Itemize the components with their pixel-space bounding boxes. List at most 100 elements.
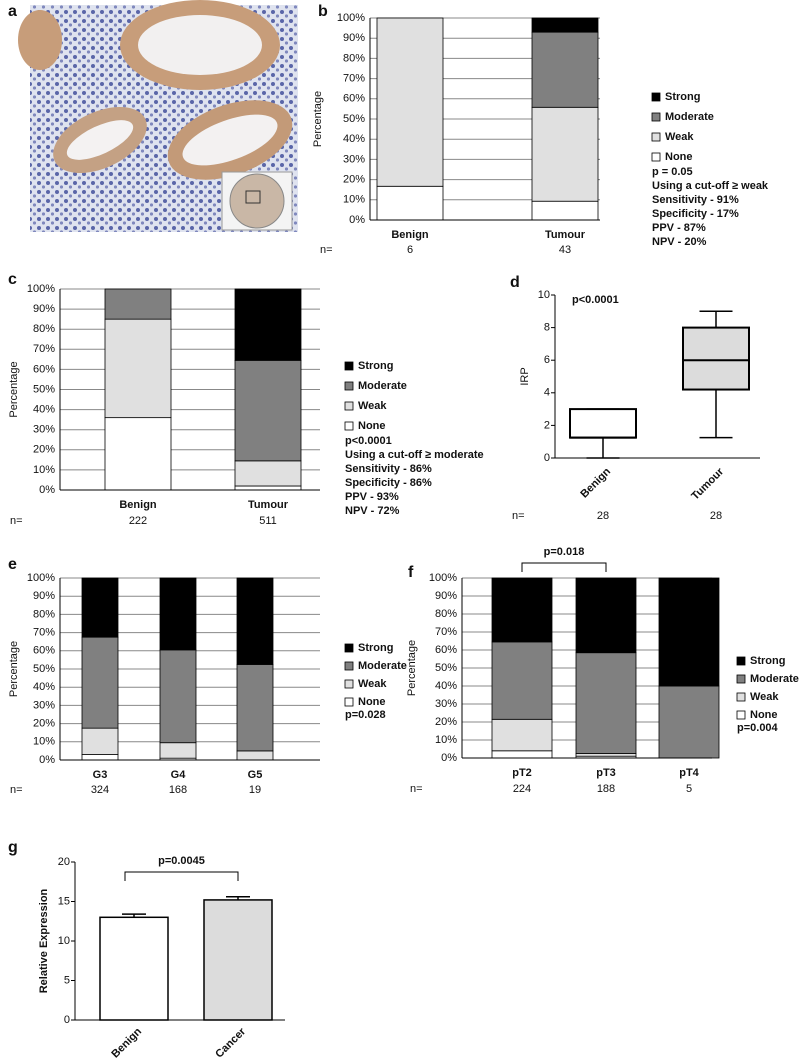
y-tick-label: 100% bbox=[429, 572, 457, 584]
legend-swatch bbox=[736, 710, 746, 720]
y-tick-label: 10% bbox=[33, 464, 55, 476]
legend-swatch bbox=[736, 656, 746, 666]
x-tick-label: Cancer bbox=[213, 1025, 248, 1060]
y-tick-label: 40% bbox=[33, 681, 55, 693]
bar-segment bbox=[236, 577, 274, 665]
n-label: n= bbox=[320, 244, 333, 256]
panel-label: a bbox=[8, 3, 17, 20]
y-tick-label: 40% bbox=[33, 404, 55, 416]
bar-segment bbox=[236, 664, 274, 752]
y-axis-label: Percentage bbox=[312, 91, 324, 147]
n-value: 324 bbox=[91, 784, 109, 796]
legend-label: None bbox=[358, 696, 386, 708]
bar-segment bbox=[531, 200, 599, 221]
y-tick-label: 10% bbox=[33, 736, 55, 748]
y-tick-label: 10% bbox=[343, 194, 365, 206]
y-tick-label: 15 bbox=[58, 895, 70, 907]
y-tick-label: 5 bbox=[64, 974, 70, 986]
y-tick-label: 30% bbox=[33, 424, 55, 436]
bar-segment bbox=[575, 753, 637, 757]
y-tick-label: 100% bbox=[27, 283, 55, 295]
y-tick-label: 0% bbox=[349, 214, 365, 226]
n-value: 168 bbox=[169, 784, 187, 796]
x-tick-label: Benign bbox=[109, 1025, 144, 1060]
annotation: p=0.004 bbox=[737, 722, 779, 734]
bar bbox=[203, 899, 273, 1021]
annotation: p=0.028 bbox=[345, 709, 386, 721]
y-tick-label: 60% bbox=[33, 363, 55, 375]
y-tick-label: 20% bbox=[435, 716, 457, 728]
n-label: n= bbox=[410, 783, 423, 795]
annotation: p<0.0001 bbox=[345, 435, 392, 447]
bar-segment bbox=[159, 742, 197, 759]
x-tick-label: Tumour bbox=[689, 465, 726, 502]
legend-label: Strong bbox=[665, 91, 700, 103]
y-tick-label: 50% bbox=[33, 383, 55, 395]
n-label: n= bbox=[512, 510, 525, 522]
bar-segment bbox=[376, 185, 444, 221]
legend-swatch bbox=[344, 381, 354, 391]
y-tick-label: 10 bbox=[58, 935, 70, 947]
bar-segment bbox=[491, 718, 553, 752]
x-tick-label: pT2 bbox=[512, 767, 532, 779]
annotation: Using a cut-off ≥ moderate bbox=[345, 449, 484, 461]
x-tick-label: Benign bbox=[391, 229, 429, 241]
micrograph bbox=[18, 0, 298, 232]
bar-segment bbox=[531, 31, 599, 108]
legend-swatch bbox=[736, 692, 746, 702]
bar-segment bbox=[376, 17, 444, 187]
x-tick-label: Benign bbox=[119, 499, 157, 511]
y-tick-label: 90% bbox=[33, 303, 55, 315]
significance-bracket bbox=[521, 562, 607, 572]
annotation: PPV - 93% bbox=[345, 491, 399, 503]
legend-label: Moderate bbox=[358, 380, 407, 392]
y-tick-label: 80% bbox=[33, 608, 55, 620]
y-axis-label: Percentage bbox=[8, 641, 20, 697]
y-tick-label: 20 bbox=[58, 856, 70, 868]
bracket-label: p=0.0045 bbox=[158, 855, 205, 867]
legend-label: Moderate bbox=[665, 111, 714, 123]
legend-label: None bbox=[750, 709, 778, 721]
n-value: 222 bbox=[129, 515, 147, 527]
annotation: Specificity - 17% bbox=[652, 208, 739, 220]
n-label: n= bbox=[10, 515, 23, 527]
legend-label: Moderate bbox=[358, 660, 407, 672]
legend-label: Weak bbox=[665, 131, 694, 143]
bar-segment bbox=[236, 750, 274, 761]
n-value: 28 bbox=[710, 510, 722, 522]
annotation: Sensitivity - 91% bbox=[652, 194, 739, 206]
y-tick-label: 100% bbox=[27, 572, 55, 584]
bar-segment bbox=[159, 577, 197, 651]
box bbox=[682, 326, 750, 391]
y-tick-label: 100% bbox=[337, 12, 365, 24]
panel-label: e bbox=[8, 556, 17, 573]
bar-segment bbox=[104, 288, 172, 320]
x-tick-label: pT3 bbox=[596, 767, 616, 779]
legend-label: Strong bbox=[358, 642, 393, 654]
annotation: p<0.0001 bbox=[572, 294, 619, 306]
annotation: Sensitivity - 86% bbox=[345, 463, 432, 475]
panel-label: c bbox=[8, 271, 17, 288]
panel-label: f bbox=[408, 564, 414, 581]
n-label: n= bbox=[10, 784, 23, 796]
panel-label: g bbox=[8, 839, 18, 856]
bar-segment bbox=[104, 318, 172, 419]
legend-swatch bbox=[344, 697, 354, 707]
x-tick-label: pT4 bbox=[679, 767, 699, 779]
y-tick-label: 6 bbox=[544, 354, 550, 366]
y-tick-label: 0% bbox=[39, 754, 55, 766]
bar-segment bbox=[81, 727, 119, 755]
y-tick-label: 50% bbox=[33, 663, 55, 675]
legend-label: Weak bbox=[358, 400, 387, 412]
y-tick-label: 30% bbox=[435, 698, 457, 710]
legend-swatch bbox=[736, 674, 746, 684]
annotation: p = 0.05 bbox=[652, 166, 693, 178]
bar-segment bbox=[81, 636, 119, 729]
legend-swatch bbox=[344, 661, 354, 671]
annotation: Using a cut-off ≥ weak bbox=[652, 180, 769, 192]
y-tick-label: 90% bbox=[343, 32, 365, 44]
bar-segment bbox=[575, 577, 637, 654]
n-value: 6 bbox=[407, 244, 413, 256]
bar-segment bbox=[575, 652, 637, 754]
